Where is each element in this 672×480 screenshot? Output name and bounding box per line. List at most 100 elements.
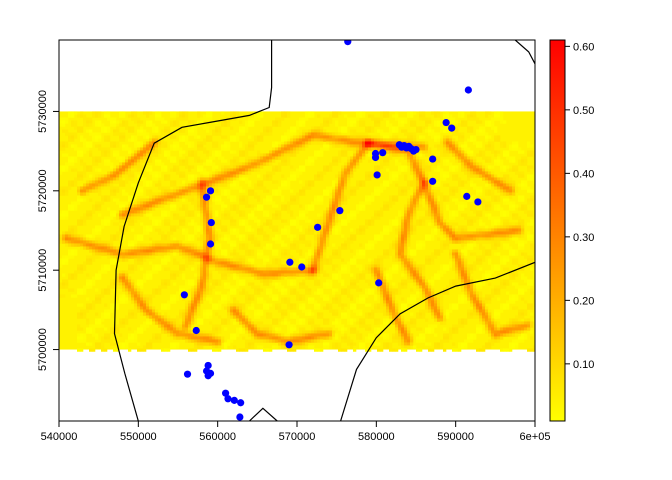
- raster-cell: [326, 135, 330, 139]
- raster-cell: [281, 207, 285, 211]
- raster-cell: [359, 204, 363, 208]
- raster-cell: [434, 216, 438, 220]
- raster-cell: [446, 159, 450, 163]
- raster-cell: [275, 237, 279, 241]
- raster-cell: [209, 216, 213, 220]
- raster-cell: [218, 261, 222, 265]
- raster-cell: [92, 258, 96, 262]
- raster-cell: [368, 159, 372, 163]
- raster-cell: [350, 123, 354, 127]
- raster-cell: [263, 156, 267, 160]
- raster-cell: [368, 135, 372, 139]
- raster-cell: [236, 252, 240, 256]
- raster-cell: [140, 234, 144, 238]
- raster-cell: [521, 204, 525, 208]
- raster-cell: [404, 246, 408, 250]
- raster-cell: [446, 198, 450, 202]
- raster-cell: [404, 231, 408, 235]
- raster-cell: [509, 168, 513, 172]
- raster-cell: [239, 261, 243, 265]
- raster-cell: [296, 138, 300, 142]
- raster-cell: [305, 228, 309, 232]
- raster-cell: [497, 177, 501, 181]
- raster-cell: [71, 255, 75, 259]
- raster-cell: [359, 255, 363, 259]
- raster-cell: [227, 261, 231, 265]
- raster-cell: [287, 159, 291, 163]
- raster-cell: [209, 267, 213, 271]
- raster-cell: [533, 228, 535, 232]
- raster-cell: [236, 132, 240, 136]
- raster-cell: [194, 198, 198, 202]
- raster-cell: [197, 177, 201, 181]
- raster-cell: [449, 117, 453, 121]
- raster-cell: [380, 144, 384, 148]
- raster-cell: [335, 138, 339, 142]
- raster-cell: [305, 276, 309, 280]
- raster-cell: [302, 129, 306, 133]
- raster-cell: [389, 177, 393, 181]
- raster-cell: [488, 237, 492, 241]
- raster-cell: [161, 261, 165, 265]
- raster-cell: [464, 165, 468, 169]
- raster-cell: [116, 255, 120, 259]
- raster-cell: [197, 144, 201, 148]
- raster-cell: [416, 246, 420, 250]
- raster-cell: [413, 210, 417, 214]
- raster-cell: [500, 255, 504, 259]
- raster-cell: [245, 201, 249, 205]
- raster-cell: [476, 261, 480, 265]
- raster-cell: [413, 159, 417, 163]
- raster-cell: [437, 252, 441, 256]
- raster-cell: [416, 174, 420, 178]
- raster-cell: [110, 246, 114, 250]
- raster-cell: [407, 132, 411, 136]
- raster-cell: [185, 141, 189, 145]
- raster-cell: [104, 162, 108, 166]
- raster-cell: [323, 129, 327, 133]
- raster-cell: [485, 114, 489, 118]
- raster-cell: [413, 189, 417, 193]
- raster-cell: [71, 159, 75, 163]
- raster-cell: [239, 201, 243, 205]
- raster-cell: [512, 201, 516, 205]
- raster-cell: [377, 117, 381, 121]
- raster-cell: [194, 159, 198, 163]
- raster-cell: [353, 186, 357, 190]
- raster-cell: [80, 126, 84, 130]
- raster-cell: [398, 168, 402, 172]
- raster-cell: [242, 267, 246, 271]
- raster-cell: [137, 123, 141, 127]
- raster-cell: [215, 141, 219, 145]
- raster-cell: [458, 255, 462, 259]
- raster-cell: [206, 249, 210, 253]
- raster-cell: [308, 273, 312, 277]
- raster-cell: [446, 141, 450, 145]
- raster-cell: [395, 162, 399, 166]
- raster-cell: [392, 174, 396, 178]
- raster-cell: [425, 162, 429, 166]
- raster-cell: [428, 189, 432, 193]
- raster-cell: [452, 177, 456, 181]
- raster-cell: [485, 138, 489, 142]
- raster-cell: [278, 264, 282, 268]
- raster-cell: [332, 111, 336, 115]
- raster-cell: [392, 243, 396, 247]
- raster-cell: [209, 264, 213, 268]
- raster-cell: [356, 183, 360, 187]
- raster-cell: [83, 216, 87, 220]
- raster-cell: [359, 180, 363, 184]
- raster-cell: [248, 234, 252, 238]
- raster-cell: [350, 261, 354, 265]
- raster-cell: [236, 276, 240, 280]
- raster-cell: [161, 192, 165, 196]
- raster-cell: [209, 111, 213, 115]
- raster-cell: [344, 201, 348, 205]
- raster-cell: [224, 210, 228, 214]
- raster-cell: [149, 159, 153, 163]
- raster-cell: [509, 228, 513, 232]
- raster-cell: [464, 252, 468, 256]
- raster-cell: [356, 150, 360, 154]
- raster-cell: [323, 246, 327, 250]
- raster-cell: [284, 207, 288, 211]
